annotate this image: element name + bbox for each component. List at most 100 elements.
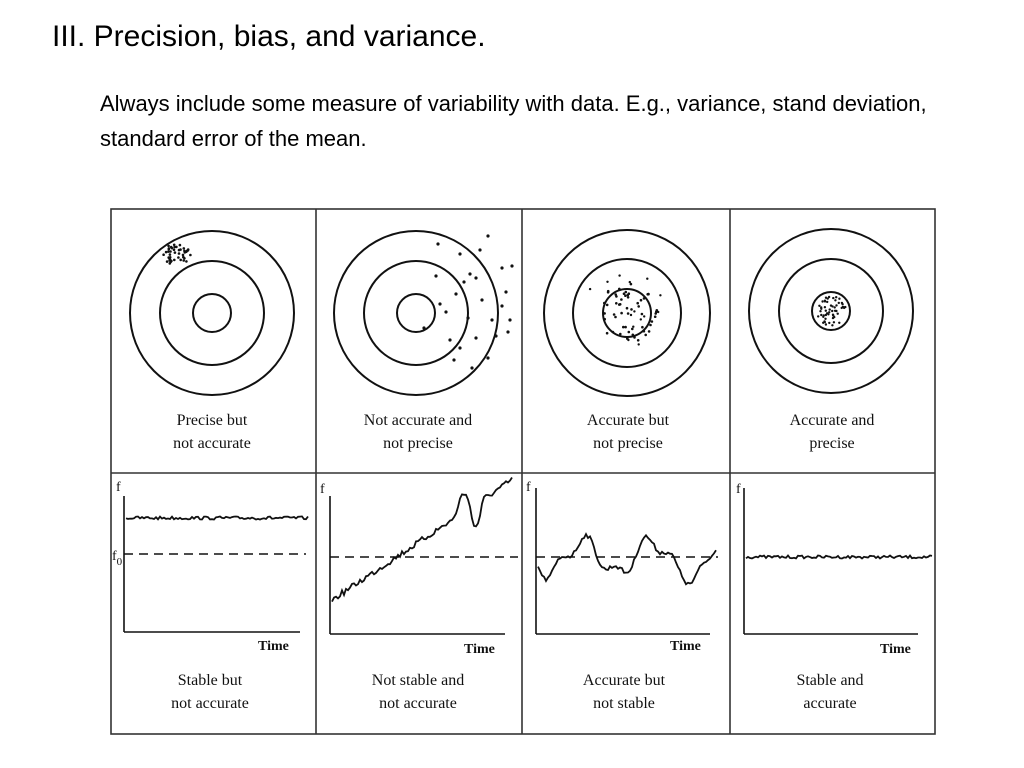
shot-dots bbox=[162, 243, 192, 265]
shot-dot bbox=[828, 308, 831, 311]
shot-dot bbox=[175, 245, 178, 249]
shot-dot bbox=[629, 282, 633, 286]
shot-dot bbox=[172, 248, 176, 251]
figure-svg: Precise but not accurate Not accurate an… bbox=[110, 208, 936, 735]
shot-dot bbox=[630, 308, 633, 311]
shot-dot bbox=[641, 325, 644, 329]
shot-dot bbox=[458, 346, 462, 350]
target-middle-ring bbox=[159, 260, 265, 366]
timeseries-panel-4: f Time Stable and accurate bbox=[736, 482, 933, 712]
shot-dot bbox=[462, 280, 466, 284]
timeseries-caption-line2: not accurate bbox=[379, 695, 457, 712]
shot-dot bbox=[172, 243, 176, 247]
shot-dot bbox=[624, 290, 628, 294]
shot-dot bbox=[179, 248, 182, 251]
shot-dot bbox=[606, 291, 610, 294]
target-caption-line1: Not accurate and bbox=[364, 412, 472, 429]
shot-dot bbox=[183, 257, 186, 260]
shot-dot bbox=[649, 323, 652, 327]
shot-dot bbox=[169, 250, 172, 253]
shot-dot bbox=[189, 253, 192, 257]
timeseries-caption-line1: Not stable and bbox=[372, 672, 464, 689]
target-panel-3: Accurate but not precise bbox=[543, 229, 711, 452]
slide-body-text: Always include some measure of variabili… bbox=[100, 91, 927, 151]
shot-dot bbox=[644, 333, 647, 337]
shot-dots bbox=[422, 234, 514, 370]
shot-dot bbox=[824, 309, 827, 312]
shot-dot bbox=[618, 303, 622, 306]
y-axis-label: f bbox=[116, 480, 121, 495]
shot-dot bbox=[818, 304, 821, 307]
target-middle-ring bbox=[363, 260, 469, 366]
shot-dot bbox=[486, 356, 490, 360]
shot-dot bbox=[603, 312, 606, 315]
shot-dot bbox=[840, 306, 843, 310]
x-axis-label: Time bbox=[464, 642, 495, 657]
shot-dot bbox=[639, 298, 643, 302]
shot-dot bbox=[822, 314, 825, 317]
shot-dot bbox=[624, 325, 627, 329]
shot-dot bbox=[605, 303, 609, 307]
shot-dot bbox=[615, 295, 618, 298]
y-axis-label: f bbox=[736, 482, 741, 497]
reference-label: f0 bbox=[112, 549, 123, 568]
shot-dot bbox=[168, 253, 172, 256]
shot-dots bbox=[817, 295, 847, 327]
target-caption-line2: not precise bbox=[383, 435, 453, 452]
shot-dot bbox=[506, 330, 510, 334]
shot-dot bbox=[474, 276, 478, 280]
shot-dot bbox=[436, 242, 440, 246]
shot-dot bbox=[622, 325, 625, 329]
shot-dot bbox=[588, 287, 592, 291]
target-caption-line2: not accurate bbox=[173, 435, 251, 452]
shot-dot bbox=[637, 305, 640, 308]
shot-dot bbox=[647, 330, 651, 333]
shot-dot bbox=[165, 260, 169, 263]
shot-dot bbox=[179, 258, 182, 262]
shot-dot bbox=[827, 295, 831, 299]
shot-dot bbox=[653, 315, 657, 318]
shot-dot bbox=[640, 312, 644, 316]
shot-dot bbox=[185, 260, 188, 263]
shot-dot bbox=[832, 314, 835, 317]
shot-dot bbox=[444, 310, 448, 314]
shot-dot bbox=[167, 247, 171, 251]
shot-dot bbox=[182, 247, 186, 250]
slide-title: III. Precision, bias, and variance. bbox=[52, 20, 486, 53]
signal-trace bbox=[331, 477, 513, 603]
shot-dot bbox=[631, 327, 634, 331]
shot-dot bbox=[620, 298, 623, 301]
shot-dot bbox=[452, 358, 456, 362]
x-axis-label: Time bbox=[258, 639, 289, 654]
target-middle-ring bbox=[778, 258, 884, 364]
shot-dot bbox=[178, 243, 182, 247]
shot-dot bbox=[603, 301, 606, 305]
target-outer-ring bbox=[333, 230, 499, 396]
shot-dot bbox=[162, 253, 165, 256]
shot-dot bbox=[173, 251, 177, 254]
shot-dot bbox=[173, 258, 176, 262]
figure-grid bbox=[110, 208, 936, 735]
shot-dot bbox=[605, 331, 609, 335]
shot-dot bbox=[438, 302, 442, 306]
shot-dot bbox=[820, 307, 823, 310]
shot-dot bbox=[826, 300, 829, 304]
shot-dot bbox=[837, 301, 840, 305]
shot-dot bbox=[831, 309, 834, 313]
shot-dot bbox=[167, 244, 170, 248]
target-caption-line1: Precise but bbox=[177, 412, 248, 429]
shot-dot bbox=[833, 306, 836, 309]
shot-dot bbox=[478, 248, 482, 252]
shot-dot bbox=[434, 274, 438, 278]
target-bullseye bbox=[192, 293, 232, 333]
shot-dot bbox=[626, 296, 630, 299]
shot-dot bbox=[500, 266, 504, 270]
shot-dot bbox=[832, 296, 835, 300]
shot-dot bbox=[827, 313, 830, 316]
shot-dot bbox=[832, 321, 836, 324]
shot-dot bbox=[631, 333, 635, 337]
shot-dot bbox=[468, 272, 472, 276]
shot-dot bbox=[508, 318, 512, 322]
shot-dot bbox=[627, 330, 631, 334]
shot-dot bbox=[642, 329, 646, 333]
